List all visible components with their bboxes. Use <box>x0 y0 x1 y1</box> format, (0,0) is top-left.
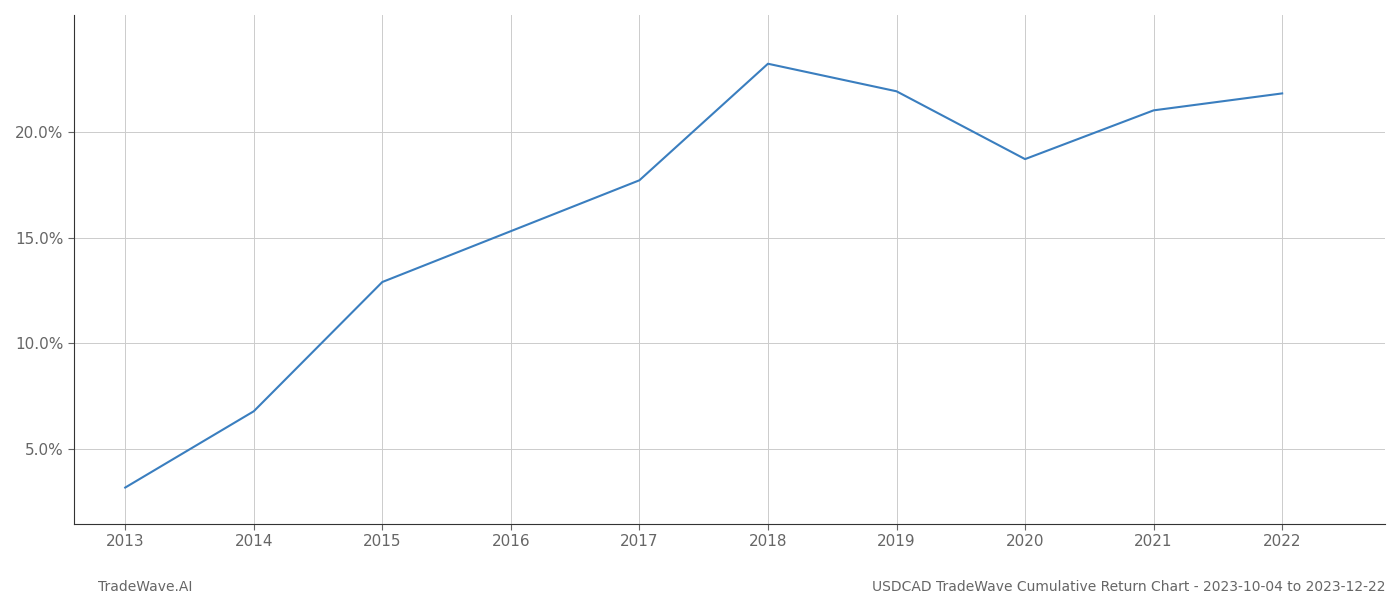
Text: TradeWave.AI: TradeWave.AI <box>98 580 192 594</box>
Text: USDCAD TradeWave Cumulative Return Chart - 2023-10-04 to 2023-12-22: USDCAD TradeWave Cumulative Return Chart… <box>872 580 1386 594</box>
